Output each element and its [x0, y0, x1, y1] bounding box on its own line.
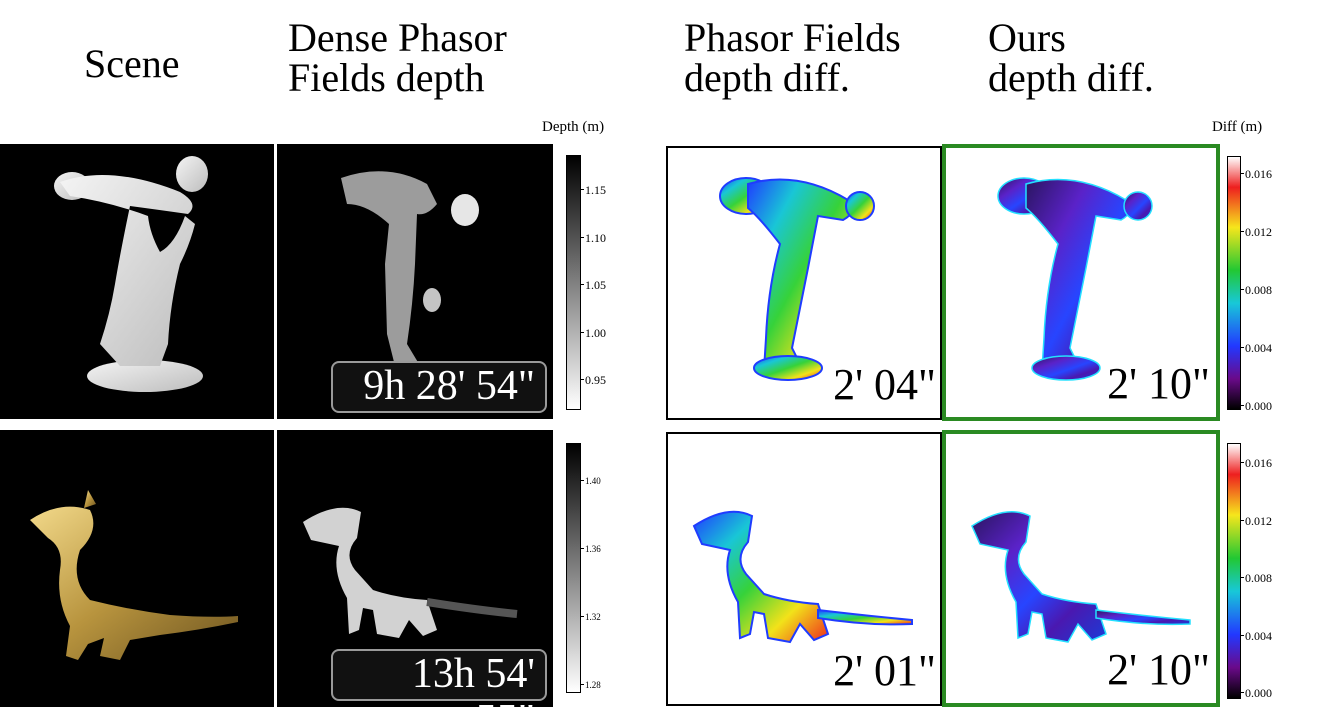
depth-tick: 1.36: [585, 544, 601, 554]
depth-colorbar-statue: [566, 155, 581, 410]
ours-diff-map-statue: 2' 10": [942, 144, 1220, 421]
diff-tick: 0.000: [1245, 687, 1272, 699]
depth-tick: 1.10: [585, 232, 606, 244]
diff-tick: 0.000: [1245, 400, 1272, 412]
diff-colorbar-unit: Diff (m): [1212, 119, 1262, 135]
header-dense-phasor-depth: Dense Phasor Fields depth: [288, 18, 507, 98]
phasor-time-dragon: 2' 01": [833, 648, 936, 694]
diff-tick: 0.008: [1245, 284, 1272, 296]
depth-tick: 1.40: [585, 476, 601, 486]
phasor-diff-map-dragon: 2' 01": [666, 432, 942, 706]
ours-time-dragon: 2' 10": [1107, 647, 1210, 693]
phasor-diff-map-statue: 2' 04": [666, 146, 942, 420]
diff-colorbar-dragon: [1227, 443, 1241, 699]
ours-time-statue: 2' 10": [1107, 361, 1210, 407]
header-phasor-diff: Phasor Fields depth diff.: [684, 18, 901, 98]
scene-image-statue: [0, 144, 274, 419]
depth-colorbar-dragon: [566, 443, 581, 693]
depth-colorbar-unit: Depth (m): [542, 119, 604, 135]
dense-time-badge-dragon: 13h 54' 55": [331, 649, 547, 701]
diff-tick: 0.012: [1245, 226, 1272, 238]
dense-depth-map-dragon: 13h 54' 55": [277, 430, 553, 707]
depth-tick: 1.28: [585, 680, 601, 690]
diff-tick: 0.004: [1245, 630, 1272, 642]
depth-tick: 1.32: [585, 612, 601, 622]
depth-tick: 0.95: [585, 374, 606, 386]
diff-tick: 0.008: [1245, 572, 1272, 584]
diff-tick: 0.016: [1245, 168, 1272, 180]
header-scene: Scene: [84, 44, 180, 84]
diff-tick: 0.016: [1245, 457, 1272, 469]
scene-image-dragon: [0, 430, 274, 707]
dense-time-badge-statue: 9h 28' 54": [331, 361, 547, 413]
diff-tick: 0.012: [1245, 515, 1272, 527]
diff-tick: 0.004: [1245, 342, 1272, 354]
depth-tick: 1.15: [585, 184, 606, 196]
dense-depth-map-statue: 9h 28' 54": [277, 144, 553, 419]
depth-tick: 1.05: [585, 279, 606, 291]
phasor-time-statue: 2' 04": [833, 362, 936, 408]
header-ours-diff: Ours depth diff.: [988, 18, 1154, 98]
ours-diff-map-dragon: 2' 10": [942, 430, 1220, 707]
diff-colorbar-statue: [1227, 156, 1241, 410]
depth-tick: 1.00: [585, 327, 606, 339]
